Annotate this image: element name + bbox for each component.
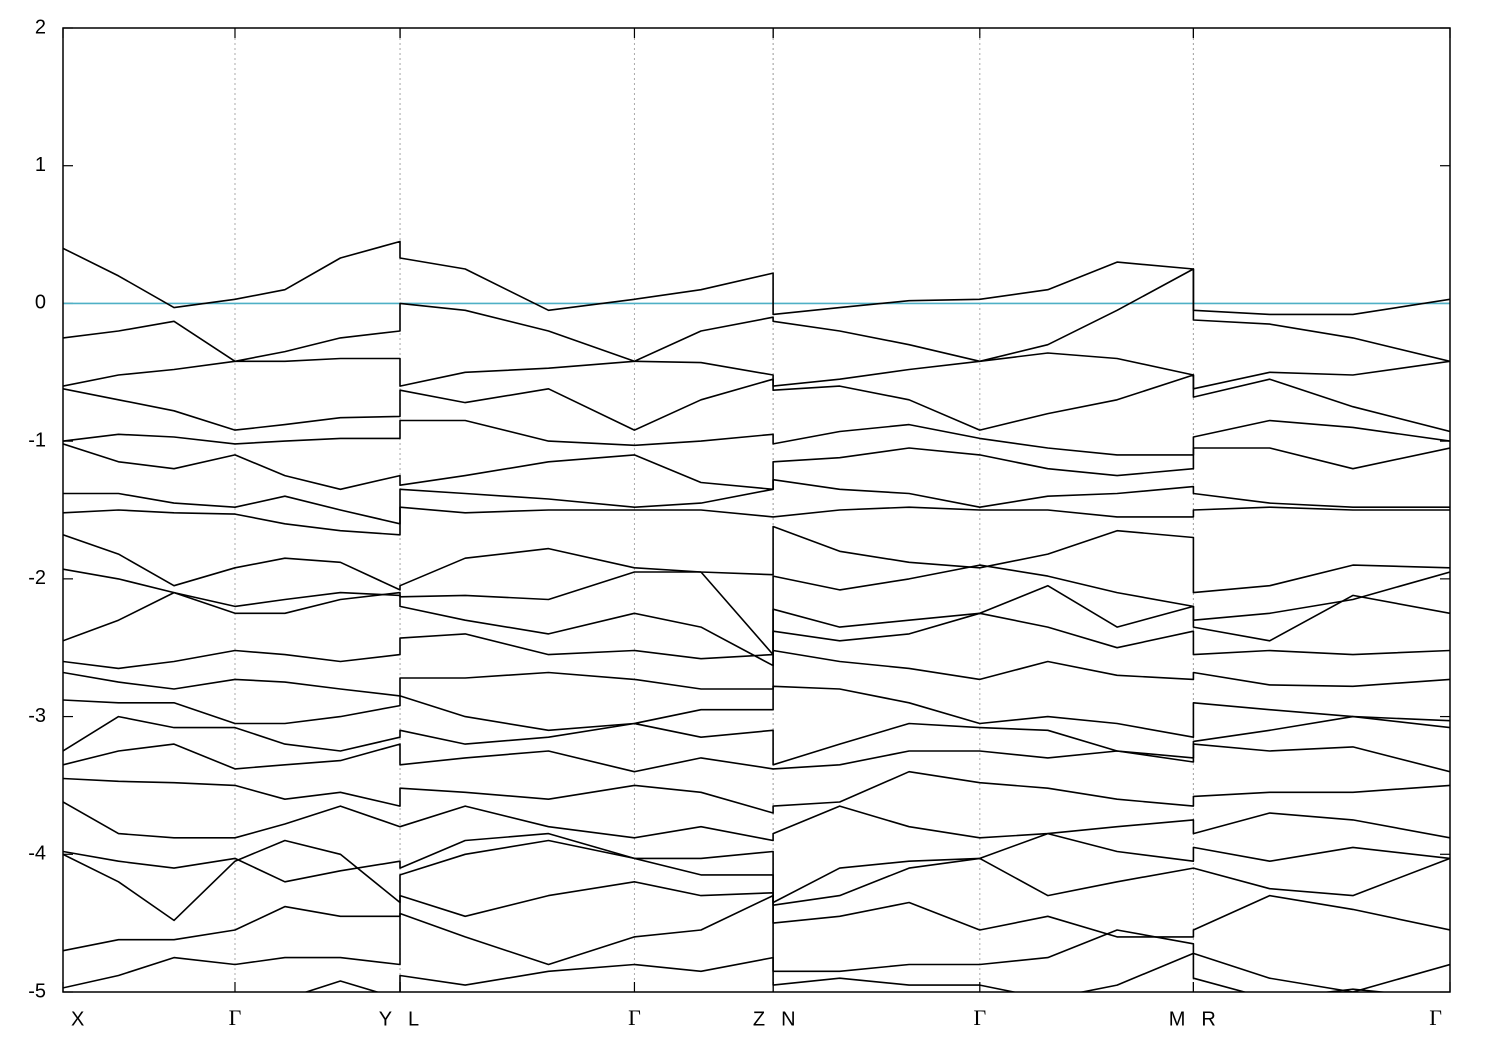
- band-line: [303, 952, 1389, 992]
- band-line: [63, 685, 1450, 738]
- x-tick-label: N: [781, 1008, 795, 1030]
- y-tick-label: -3: [28, 705, 46, 727]
- y-tick-label: 0: [35, 292, 46, 314]
- y-tick-label: -4: [28, 843, 46, 865]
- band-line: [63, 525, 1450, 594]
- x-tick-label: Γ: [628, 1005, 641, 1030]
- y-tick-label: 2: [35, 16, 46, 38]
- band-line: [63, 649, 1450, 697]
- x-tick-label: M: [1169, 1008, 1186, 1030]
- band-line: [63, 832, 1450, 904]
- y-tick-label: 1: [35, 154, 46, 176]
- band-line: [63, 801, 1450, 842]
- x-tick-label: Y: [379, 1008, 392, 1030]
- y-tick-label: -1: [28, 429, 46, 451]
- y-tick-label: -2: [28, 567, 46, 589]
- band-line: [63, 584, 1450, 667]
- x-tick-label: R: [1201, 1008, 1215, 1030]
- band-line: [63, 506, 1450, 536]
- band-line: [63, 839, 1450, 922]
- band-line: [63, 881, 1450, 952]
- tick-labels: -5 -4 -3 -2 -1 0 1 2 X Γ Y L Γ Z N Γ M R Γ: [28, 16, 1442, 1030]
- band-line: [63, 443, 1450, 491]
- band-line: [63, 743, 1450, 773]
- x-tick-label: X: [71, 1008, 84, 1030]
- x-tick-label: Γ: [973, 1005, 986, 1030]
- x-tick-label: Z: [753, 1008, 765, 1030]
- y-tick-label: -5: [28, 980, 46, 1002]
- x-tick-label: Γ: [1429, 1005, 1442, 1030]
- x-tick-label: Γ: [229, 1005, 242, 1030]
- band-line: [63, 268, 1450, 363]
- band-line: [63, 770, 1450, 814]
- grid: [62, 27, 1451, 993]
- x-tick-label: L: [408, 1008, 419, 1030]
- band-line: [63, 478, 1450, 525]
- bands: [63, 240, 1450, 992]
- band-line: [63, 894, 1450, 992]
- plot-frame: [62, 27, 1451, 993]
- band-line: [63, 612, 1450, 670]
- band-line: [63, 374, 1450, 433]
- band-line: [63, 564, 1450, 656]
